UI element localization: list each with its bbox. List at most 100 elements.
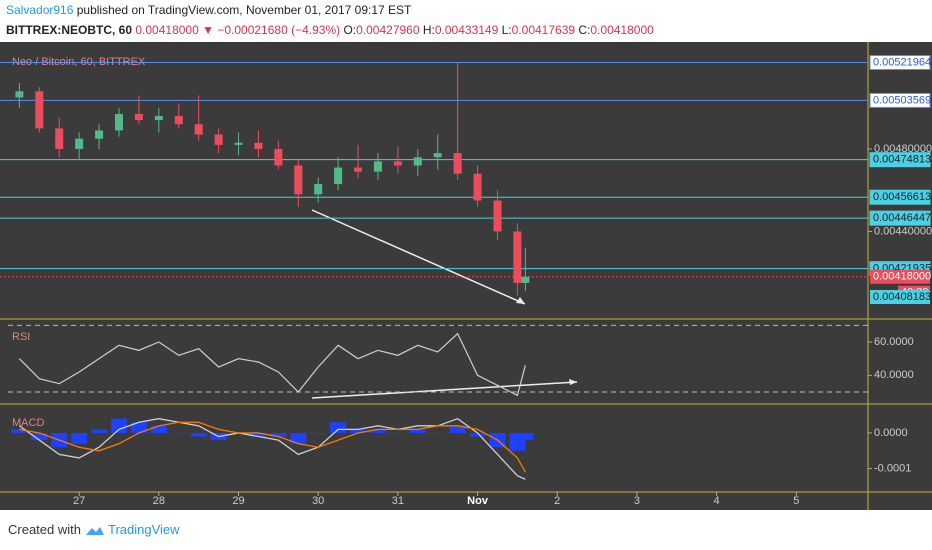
change: −0.00021680 (−4.93%) bbox=[217, 23, 341, 37]
arrow-head bbox=[569, 379, 577, 385]
histogram-bar bbox=[31, 432, 48, 441]
candle-body bbox=[134, 113, 143, 121]
o-label: O: bbox=[343, 23, 357, 37]
candle-body bbox=[75, 138, 84, 149]
level-label-box bbox=[869, 55, 931, 71]
candle-body bbox=[55, 128, 64, 149]
macd-title: MACD bbox=[12, 417, 44, 429]
level-label: 0.00503569 bbox=[873, 94, 931, 106]
author[interactable]: Salvador916 bbox=[6, 3, 74, 17]
histogram-bar bbox=[270, 432, 287, 437]
header: Salvador916 published on TradingView.com… bbox=[0, 0, 932, 42]
level-label: 0.00521964 bbox=[873, 56, 931, 68]
level-label: 0.00456613 bbox=[873, 191, 931, 203]
candle-body bbox=[294, 165, 303, 195]
logo bbox=[85, 526, 104, 535]
x-tick-label: 28 bbox=[153, 495, 165, 507]
level-label: 0.00474813 bbox=[873, 154, 931, 166]
histogram-bar bbox=[469, 432, 486, 437]
candle-body bbox=[214, 134, 223, 145]
x-tick-label: 31 bbox=[392, 495, 404, 507]
histogram-bar bbox=[389, 432, 406, 434]
trend-line bbox=[311, 209, 526, 305]
histogram-bar bbox=[170, 432, 187, 434]
last-price-label: 0.00418000 bbox=[873, 271, 931, 283]
last-price-box bbox=[870, 269, 930, 284]
candle-body bbox=[393, 161, 402, 166]
histogram-bar bbox=[290, 432, 307, 444]
histogram-bar bbox=[449, 425, 466, 433]
histogram-bar bbox=[517, 432, 534, 441]
macd-line bbox=[19, 421, 526, 473]
candle-body bbox=[373, 161, 382, 172]
background bbox=[0, 42, 932, 510]
candle-body bbox=[354, 167, 363, 172]
histogram-bar bbox=[91, 429, 108, 433]
low-mark-box bbox=[870, 290, 930, 305]
level-label-box bbox=[869, 210, 931, 226]
histogram-bar bbox=[71, 432, 88, 444]
publish-line: Salvador916 published on TradingView.com… bbox=[6, 0, 932, 20]
y-tick-label: 0.00440000 bbox=[874, 225, 932, 237]
l: 0.00417639 bbox=[511, 23, 576, 37]
histogram-bar bbox=[110, 418, 127, 433]
trend-line bbox=[311, 381, 578, 399]
brand[interactable]: TradingView bbox=[108, 522, 180, 537]
y-tick-label: 0.00480000 bbox=[874, 143, 932, 155]
candle-body bbox=[194, 124, 203, 135]
candle-body bbox=[314, 184, 323, 195]
histogram-bar bbox=[11, 429, 28, 433]
level-label-box bbox=[869, 189, 931, 205]
candle-body bbox=[254, 142, 263, 149]
x-tick-label: 3 bbox=[634, 495, 640, 507]
x-tick-label: 5 bbox=[793, 495, 799, 507]
y-tick-label: 0.0000 bbox=[874, 427, 908, 439]
candle-body bbox=[95, 130, 104, 139]
histogram-bar bbox=[150, 425, 167, 433]
candle-body bbox=[433, 153, 442, 158]
level-label-box bbox=[869, 92, 931, 108]
histogram-bar bbox=[250, 432, 267, 437]
candle-body bbox=[413, 157, 422, 166]
y-tick-label: 40.0000 bbox=[874, 369, 914, 381]
y-tick-label: -0.0001 bbox=[874, 463, 911, 475]
symbol: BITTREX:NEOBTC, 60 bbox=[6, 23, 133, 37]
c-label: C: bbox=[578, 23, 591, 37]
candle-body bbox=[234, 142, 243, 145]
candle-body bbox=[174, 116, 183, 125]
h-label: H: bbox=[422, 23, 435, 37]
histogram-bar bbox=[310, 432, 327, 434]
histogram-bar bbox=[130, 422, 147, 433]
o: 0.00427960 bbox=[356, 23, 420, 37]
candle-body bbox=[473, 173, 482, 201]
candle-body bbox=[493, 200, 502, 232]
footer: Created with TradingView bbox=[0, 510, 932, 550]
c: 0.00418000 bbox=[590, 23, 654, 37]
histogram-bar bbox=[429, 432, 446, 434]
created: Created with bbox=[8, 522, 81, 537]
low-mark-label: 0.00408183 bbox=[873, 291, 931, 303]
histogram-bar bbox=[369, 429, 386, 433]
h: 0.00433149 bbox=[434, 23, 499, 37]
candle-body bbox=[15, 91, 24, 98]
candle-body bbox=[521, 276, 530, 283]
x-tick-label: 4 bbox=[714, 495, 720, 507]
arrow-head bbox=[516, 297, 525, 304]
l-label: L: bbox=[501, 23, 512, 37]
candle-body bbox=[513, 231, 522, 283]
macd-line bbox=[19, 417, 526, 480]
trend-lines bbox=[311, 209, 578, 399]
price-title: Neo / Bitcoin, 60, BITTREX bbox=[12, 56, 146, 68]
x-tick-label: 27 bbox=[73, 495, 85, 507]
candle-body bbox=[334, 167, 343, 185]
last: 0.00418000 bbox=[135, 23, 199, 37]
candle-body bbox=[453, 153, 462, 174]
ohlc-line: BITTREX:NEOBTC, 60 0.00418000 ▼ −0.00021… bbox=[6, 20, 932, 40]
chart: Neo / Bitcoin, 60, BITTREX RSI MACD 0.00… bbox=[0, 42, 932, 510]
level-label: 0.00446447 bbox=[873, 212, 931, 224]
panes bbox=[0, 42, 932, 510]
histogram-bar bbox=[330, 422, 347, 433]
level-label-box bbox=[869, 152, 931, 168]
candle-body bbox=[114, 113, 123, 131]
